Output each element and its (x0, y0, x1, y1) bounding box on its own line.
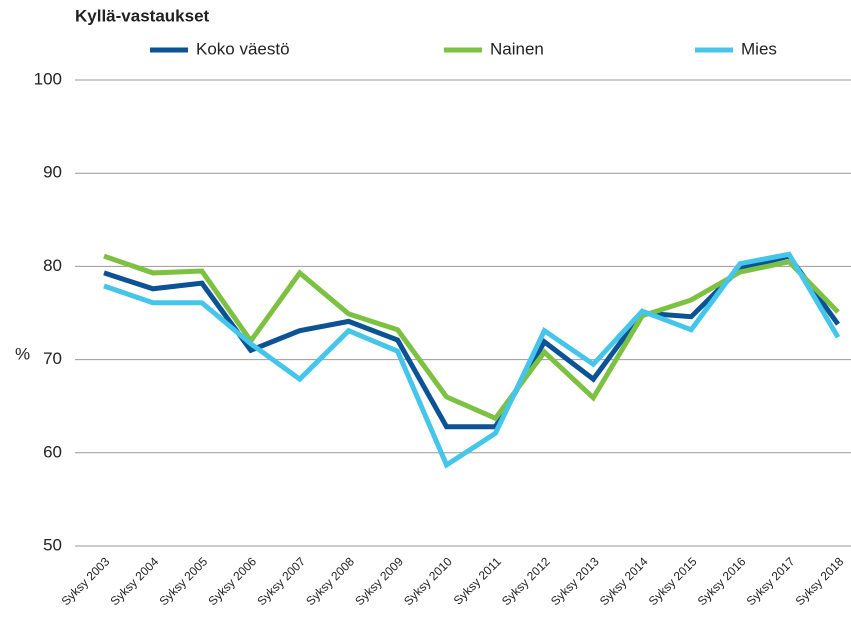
x-tick-label: Syksy 2016 (695, 554, 749, 608)
x-tick-label: Syksy 2013 (548, 554, 602, 608)
legend-label: Mies (741, 39, 777, 58)
series-line (103, 253, 840, 422)
x-tick-label: Syksy 2005 (156, 554, 210, 608)
x-tick-label: Syksy 2004 (108, 554, 162, 608)
series-line (103, 251, 841, 469)
y-tick-label: 90 (43, 163, 62, 182)
x-tick-label: Syksy 2012 (499, 554, 553, 608)
x-tick-label: Syksy 2009 (352, 554, 406, 608)
y-axis-label: % (15, 344, 30, 363)
x-tick-label: Syksy 2010 (401, 554, 455, 608)
legend-label: Nainen (490, 39, 544, 58)
y-tick-label: 50 (43, 535, 62, 554)
x-tick-label: Syksy 2007 (254, 554, 308, 608)
x-tick-label: Syksy 2018 (793, 554, 847, 608)
x-tick-label: Syksy 2011 (451, 554, 504, 607)
chart-title: Kyllä-vastaukset (75, 6, 210, 25)
y-tick-label: 100 (34, 69, 62, 88)
y-tick-label: 60 (43, 442, 62, 461)
x-tick-label: Syksy 2015 (646, 554, 700, 608)
x-tick-label: Syksy 2003 (59, 554, 113, 608)
x-tick-label: Syksy 2017 (744, 554, 798, 608)
x-tick-label: Syksy 2014 (597, 554, 651, 608)
x-tick-label: Syksy 2008 (303, 554, 357, 608)
y-tick-label: 70 (43, 349, 62, 368)
legend-label: Koko väestö (196, 39, 290, 58)
x-tick-label: Syksy 2006 (205, 554, 259, 608)
y-tick-label: 80 (43, 256, 62, 275)
